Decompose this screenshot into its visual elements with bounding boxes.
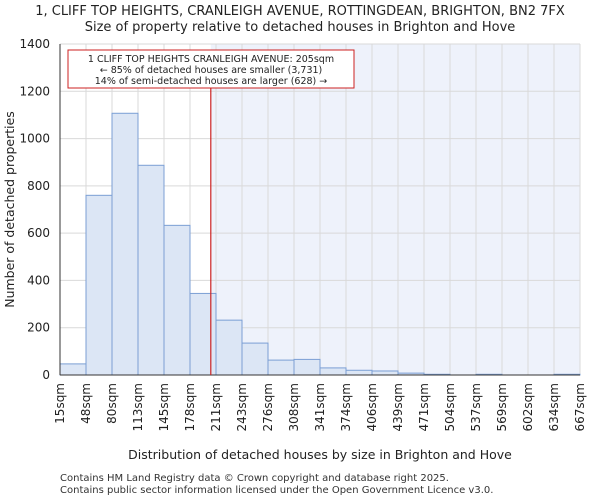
annotation-line: ← 85% of detached houses are smaller (3,… <box>100 65 323 76</box>
x-tick-label: 80sqm <box>105 383 119 424</box>
bar <box>267 359 295 376</box>
bar <box>293 358 321 376</box>
y-tick-label: 1400 <box>19 37 50 51</box>
x-tick-label: 602sqm <box>521 383 535 431</box>
x-tick-label: 276sqm <box>261 383 275 431</box>
bar <box>137 164 165 376</box>
x-tick-label: 243sqm <box>235 383 249 431</box>
x-tick-label: 178sqm <box>183 383 197 431</box>
x-tick-label: 211sqm <box>209 383 223 431</box>
x-tick-label: 341sqm <box>313 383 327 431</box>
y-tick-label: 400 <box>27 273 50 287</box>
chart-title-line-2: Size of property relative to detached ho… <box>84 20 516 35</box>
y-tick-label: 200 <box>27 321 50 335</box>
x-tick-label: 374sqm <box>339 383 353 431</box>
x-tick-label: 145sqm <box>157 383 171 431</box>
x-axis-title: Distribution of detached houses by size … <box>128 447 512 462</box>
bar <box>371 370 399 376</box>
footer-line-1: Contains HM Land Registry data © Crown c… <box>60 473 449 484</box>
x-tick-label: 634sqm <box>547 383 561 431</box>
highlight-region <box>210 44 581 375</box>
bar <box>215 319 243 376</box>
bar <box>111 112 139 376</box>
x-tick-label: 15sqm <box>53 383 67 424</box>
bar <box>189 292 217 376</box>
annotation-line: 1 CLIFF TOP HEIGHTS CRANLEIGH AVENUE: 20… <box>88 54 334 65</box>
x-tick-label: 569sqm <box>495 383 509 431</box>
y-tick-label: 600 <box>27 226 50 240</box>
annotation-line: 14% of semi-detached houses are larger (… <box>95 76 328 87</box>
x-tick-label: 406sqm <box>365 383 379 431</box>
x-tick-label: 667sqm <box>573 383 587 431</box>
bar <box>319 367 347 376</box>
bar <box>241 342 269 376</box>
bar <box>163 224 191 376</box>
x-tick-label: 537sqm <box>469 383 483 431</box>
annotation-box <box>67 49 355 89</box>
y-tick-label: 0 <box>42 368 50 382</box>
y-tick-label: 1200 <box>19 84 50 98</box>
bar <box>59 363 87 376</box>
x-tick-label: 308sqm <box>287 383 301 431</box>
x-tick-label: 439sqm <box>391 383 405 431</box>
y-axis-title: Number of detached properties <box>2 111 17 308</box>
bar <box>85 194 113 376</box>
bar <box>345 369 373 376</box>
y-tick-label: 1000 <box>19 132 50 146</box>
x-tick-label: 113sqm <box>131 383 145 431</box>
x-tick-label: 471sqm <box>417 383 431 431</box>
x-tick-label: 504sqm <box>443 383 457 431</box>
chart-title-line-1: 1, CLIFF TOP HEIGHTS, CRANLEIGH AVENUE, … <box>35 4 565 19</box>
y-tick-label: 800 <box>27 179 50 193</box>
footer-line-2: Contains public sector information licen… <box>60 485 494 496</box>
x-tick-label: 48sqm <box>79 383 93 424</box>
